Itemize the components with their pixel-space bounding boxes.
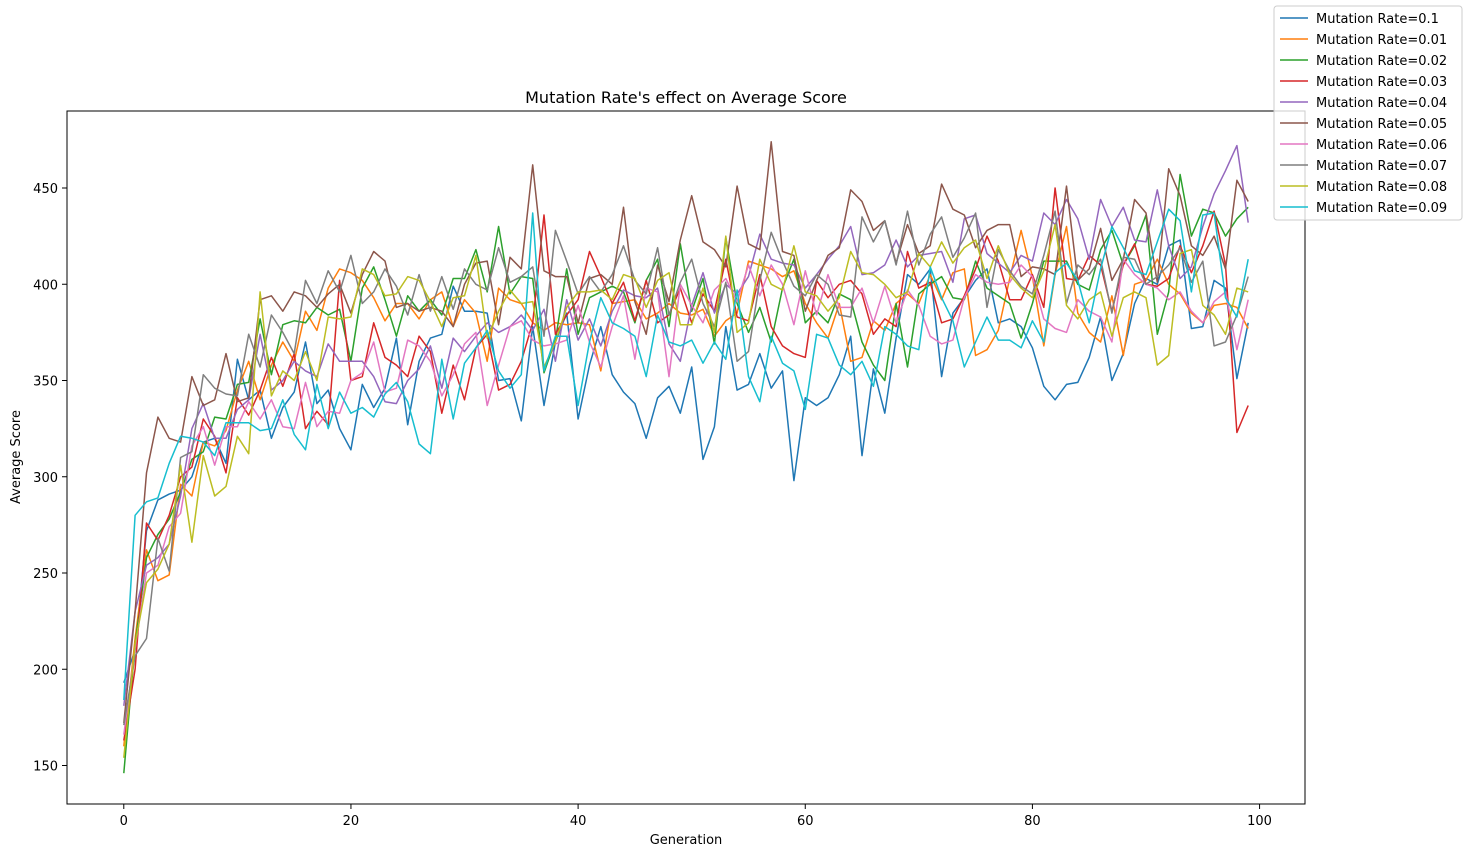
legend-label-9: Mutation Rate=0.09 [1316,201,1447,216]
legend-label-7: Mutation Rate=0.07 [1316,159,1447,174]
chart-title: Mutation Rate's effect on Average Score [525,88,847,107]
series-line-9 [123,208,1249,701]
x-tick-label-3: 60 [797,814,814,829]
series-line-7 [123,210,1249,726]
legend-label-6: Mutation Rate=0.06 [1316,138,1447,153]
x-tick-label-2: 40 [570,814,587,829]
y-tick-label-1: 200 [33,663,58,678]
x-tick-label-4: 80 [1024,814,1041,829]
y-tick-label-3: 300 [33,471,58,486]
series-line-1 [123,225,1249,747]
series-line-0 [123,239,1249,683]
plot-lines [123,141,1249,774]
y-axis-label: Average Score [9,410,24,504]
x-axis: 0 20 40 60 80 100 [120,804,1272,829]
series-line-5 [123,141,1249,724]
legend: Mutation Rate=0.1 Mutation Rate=0.01 Mutat… [1273,5,1463,221]
y-tick-label-2: 250 [33,567,58,582]
x-tick-label-5: 100 [1247,814,1272,829]
y-tick-label-6: 450 [33,182,58,197]
legend-label-5: Mutation Rate=0.05 [1316,117,1447,132]
x-tick-label-0: 0 [120,814,128,829]
x-axis-label: Generation [650,833,723,848]
legend-frame [1273,5,1463,221]
series-line-6 [123,258,1249,735]
legend-label-8: Mutation Rate=0.08 [1316,180,1447,195]
plot-frame [66,110,1306,805]
legend-label-2: Mutation Rate=0.02 [1316,54,1447,69]
y-tick-label-5: 400 [33,278,58,293]
series-line-8 [123,223,1249,758]
series-line-4 [123,144,1249,706]
legend-label-1: Mutation Rate=0.01 [1316,33,1447,48]
y-tick-label-4: 350 [33,375,58,390]
y-tick-label-0: 150 [33,760,58,775]
legend-label-0: Mutation Rate=0.1 [1316,12,1439,27]
legend-label-4: Mutation Rate=0.04 [1316,96,1447,111]
series-line-2 [123,173,1249,774]
y-axis: 150 200 250 300 350 400 450 [33,182,67,775]
x-tick-label-1: 20 [343,814,360,829]
legend-label-3: Mutation Rate=0.03 [1316,75,1447,90]
